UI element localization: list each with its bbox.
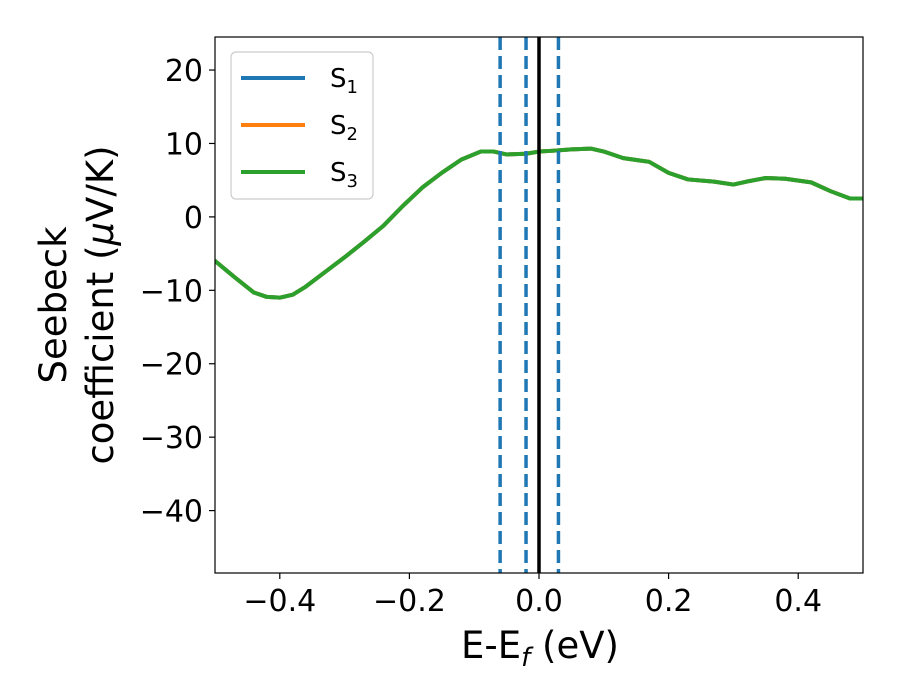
reference-lines-layer — [498, 37, 561, 573]
y-tick-label-4: −10 — [140, 274, 203, 309]
y-axis-label-prefix: coefficient ( — [79, 245, 122, 464]
x-tick-label-1: −0.4 — [243, 584, 316, 619]
y-tick-label-1: 20 — [165, 54, 203, 89]
legend-entry-s3: S3 — [241, 158, 358, 192]
x-tick-label-5: 0.4 — [774, 584, 822, 619]
y-tick-label-7: −40 — [140, 495, 203, 530]
x-tick-label-4: 0.2 — [645, 584, 693, 619]
y-tick-label-6: −30 — [140, 421, 203, 456]
y-axis-label: Seebeck coefficient (μV/K) — [32, 145, 122, 464]
y-tick-label-5: −20 — [140, 348, 203, 383]
y-tick-label-3: 0 — [184, 201, 203, 236]
legend-entry-s1: S1 — [241, 64, 358, 98]
x-tick-label-2: −0.2 — [373, 584, 446, 619]
legend-label: S2 — [330, 111, 358, 145]
x-axis-label: E-Ef (eV) — [461, 624, 619, 673]
legend-label: S1 — [330, 64, 358, 98]
x-axis-label-base: E-E — [461, 624, 521, 667]
y-axis-label-mu: μ — [79, 222, 122, 247]
legend-entry-s2: S2 — [241, 111, 358, 145]
y-axis-label-line2: coefficient (μV/K) — [79, 145, 122, 464]
legend: S1 S2 S3 — [230, 51, 374, 200]
y-axis-label-suffix: V/K) — [79, 145, 122, 221]
x-axis-label-tail: (eV) — [530, 624, 619, 667]
y-axis: 20 10 0 −10 −20 −30 −40 — [140, 54, 215, 530]
y-axis-label-line1: Seebeck — [32, 226, 75, 384]
x-axis: −0.4 −0.2 0.0 0.2 0.4 — [243, 573, 822, 619]
legend-label: S3 — [330, 158, 358, 192]
y-tick-label-2: 10 — [165, 127, 203, 162]
x-tick-label-3: 0.0 — [515, 584, 563, 619]
